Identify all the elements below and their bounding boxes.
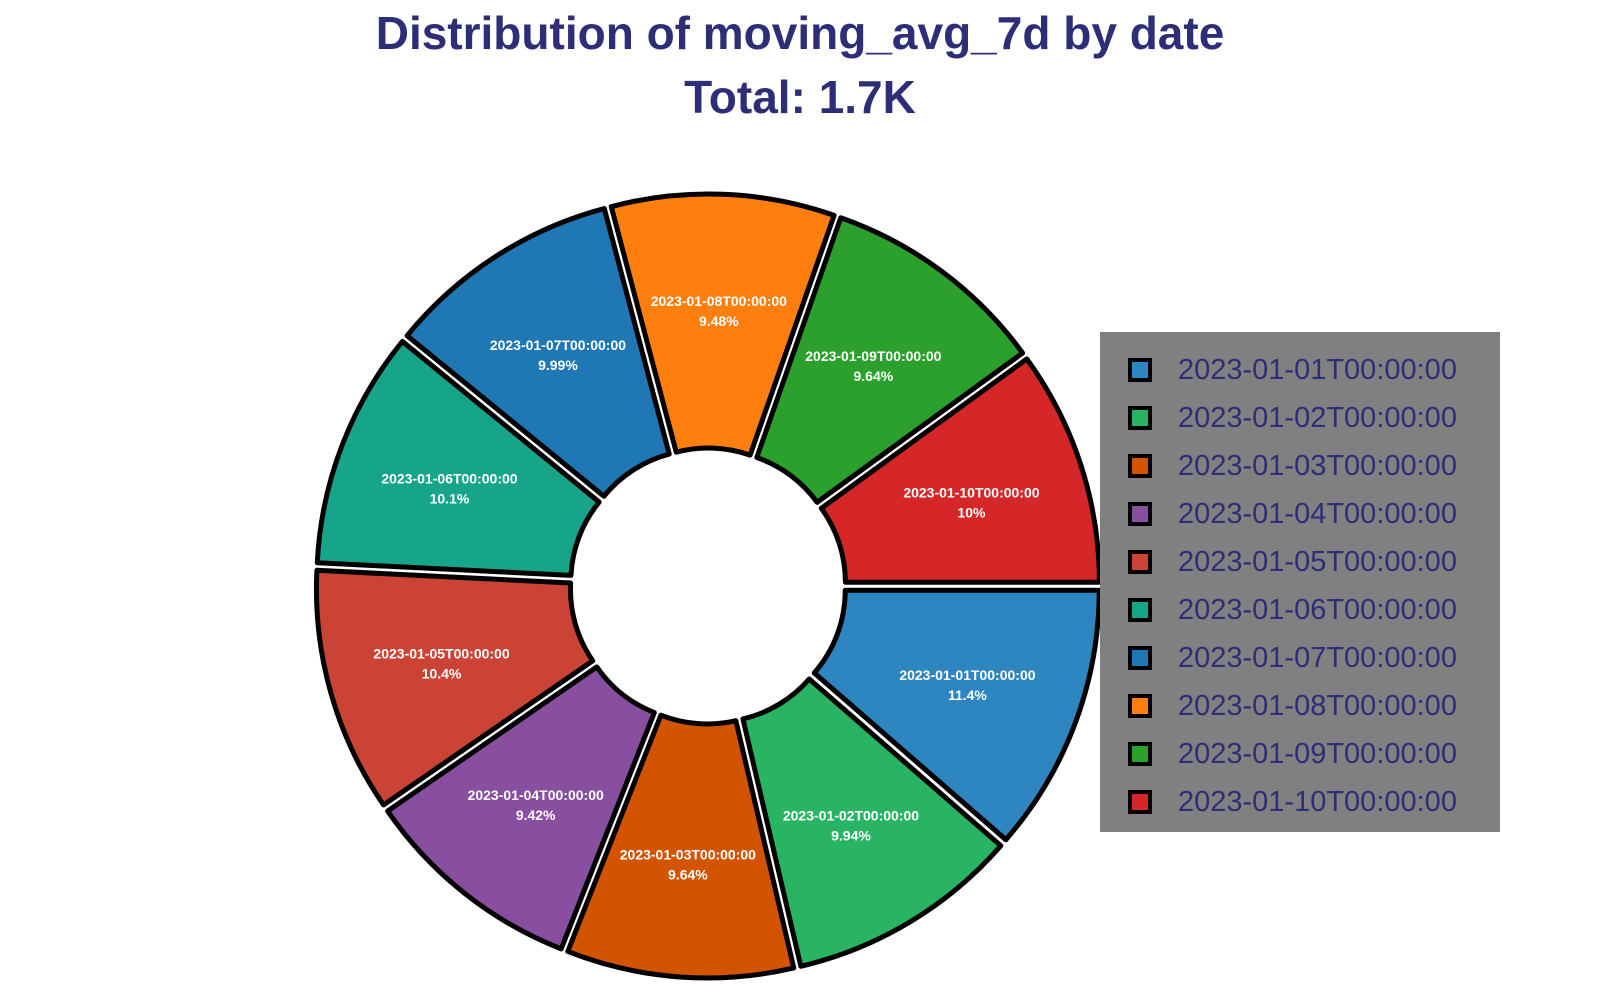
slice-label: 2023-01-07T00:00:00 <box>490 337 626 353</box>
legend-label: 2023-01-07T00:00:00 <box>1178 641 1457 674</box>
slice-percent-label: 10.4% <box>422 666 462 682</box>
slice-2023-01-05T00:00:00[interactable] <box>313 567 596 808</box>
slice-2023-01-04T00:00:00[interactable] <box>385 664 657 952</box>
legend-item[interactable]: 2023-01-04T00:00:00 <box>1100 490 1500 538</box>
slice-percent-label: 9.94% <box>831 827 871 843</box>
slice-percent-label: 9.48% <box>699 313 739 329</box>
slice-label: 2023-01-02T00:00:00 <box>783 807 919 823</box>
legend-item[interactable]: 2023-01-09T00:00:00 <box>1100 730 1500 778</box>
legend-swatch <box>1128 598 1152 622</box>
legend-label: 2023-01-08T00:00:00 <box>1178 689 1457 722</box>
legend-label: 2023-01-04T00:00:00 <box>1178 497 1457 530</box>
legend-swatch <box>1128 646 1152 670</box>
legend-item[interactable]: 2023-01-03T00:00:00 <box>1100 442 1500 490</box>
slice-2023-01-02T00:00:00[interactable] <box>740 676 1004 969</box>
slice-2023-01-06T00:00:00[interactable] <box>314 338 602 578</box>
slice-percent-label: 10.1% <box>430 491 470 507</box>
slice-percent-label: 10% <box>957 504 986 520</box>
legend: 2023-01-01T00:00:00 2023-01-02T00:00:00 20… <box>1100 332 1500 832</box>
legend-swatch <box>1128 406 1152 430</box>
legend-swatch <box>1128 550 1152 574</box>
slice-percent-label: 9.42% <box>516 807 556 823</box>
slice-label: 2023-01-03T00:00:00 <box>620 846 756 862</box>
slice-percent-label: 11.4% <box>948 687 987 703</box>
legend-label: 2023-01-01T00:00:00 <box>1178 353 1457 386</box>
legend-item[interactable]: 2023-01-01T00:00:00 <box>1100 346 1500 394</box>
slice-2023-01-01T00:00:00[interactable] <box>811 587 1102 843</box>
legend-label: 2023-01-06T00:00:00 <box>1178 593 1457 626</box>
legend-item[interactable]: 2023-01-02T00:00:00 <box>1100 394 1500 442</box>
legend-swatch <box>1128 742 1152 766</box>
legend-label: 2023-01-02T00:00:00 <box>1178 401 1457 434</box>
chart-title: Distribution of moving_avg_7d by date <box>375 7 1225 59</box>
legend-swatch <box>1128 694 1152 718</box>
legend-item[interactable]: 2023-01-06T00:00:00 <box>1100 586 1500 634</box>
slice-percent-label: 9.64% <box>668 866 708 882</box>
slice-2023-01-10T00:00:00[interactable] <box>818 356 1102 585</box>
legend-label: 2023-01-05T00:00:00 <box>1178 545 1457 578</box>
slice-label: 2023-01-06T00:00:00 <box>381 471 517 487</box>
legend-item[interactable]: 2023-01-08T00:00:00 <box>1100 682 1500 730</box>
legend-item[interactable]: 2023-01-10T00:00:00 <box>1100 778 1500 826</box>
slice-label: 2023-01-01T00:00:00 <box>899 667 1035 683</box>
slice-label: 2023-01-08T00:00:00 <box>651 293 787 309</box>
legend-label: 2023-01-03T00:00:00 <box>1178 449 1457 482</box>
legend-swatch <box>1128 358 1152 382</box>
slice-percent-label: 9.64% <box>854 368 894 384</box>
slice-2023-01-07T00:00:00[interactable] <box>404 206 672 499</box>
slice-percent-label: 9.99% <box>538 357 578 373</box>
legend-label: 2023-01-09T00:00:00 <box>1178 737 1457 770</box>
legend-swatch <box>1128 502 1152 526</box>
slice-label: 2023-01-05T00:00:00 <box>373 646 509 662</box>
legend-swatch <box>1128 454 1152 478</box>
slice-label: 2023-01-10T00:00:00 <box>903 484 1039 500</box>
legend-label: 2023-01-10T00:00:00 <box>1178 785 1457 818</box>
legend-item[interactable]: 2023-01-05T00:00:00 <box>1100 538 1500 586</box>
slice-2023-01-03T00:00:00[interactable] <box>565 712 797 981</box>
slice-label: 2023-01-09T00:00:00 <box>805 348 941 364</box>
slice-2023-01-08T00:00:00[interactable] <box>608 191 837 458</box>
legend-swatch <box>1128 790 1152 814</box>
legend-item[interactable]: 2023-01-07T00:00:00 <box>1100 634 1500 682</box>
slice-2023-01-09T00:00:00[interactable] <box>754 215 1026 505</box>
slice-label: 2023-01-04T00:00:00 <box>468 787 604 803</box>
chart-subtitle-total: Total: 1.7K <box>684 71 916 123</box>
